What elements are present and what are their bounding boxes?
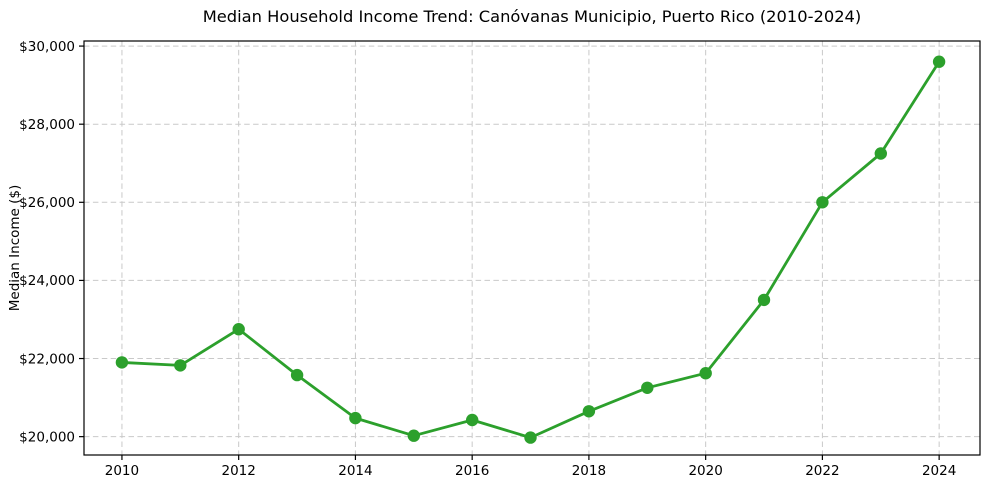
x-tick-label: 2016 <box>455 463 489 479</box>
y-tick-label: $22,000 <box>19 351 75 367</box>
data-point-2010 <box>115 356 129 369</box>
gridlines <box>84 41 980 455</box>
data-point-2020 <box>699 367 712 380</box>
y-tick-label: $28,000 <box>19 117 75 133</box>
data-point-2012 <box>232 323 245 336</box>
data-point-2013 <box>290 368 304 382</box>
y-tick-label: $26,000 <box>19 195 75 211</box>
x-tick-label: 2022 <box>805 463 839 479</box>
data-point-2016 <box>466 413 479 427</box>
data-point-2021 <box>757 293 771 307</box>
x-tick-label: 2018 <box>572 463 606 479</box>
axis-ticks <box>79 45 940 460</box>
x-tick-label: 2012 <box>222 463 256 479</box>
x-tick-label: 2010 <box>105 463 139 479</box>
x-tick-label: 2014 <box>338 463 372 479</box>
y-tick-label: $30,000 <box>19 39 75 55</box>
data-point-2015 <box>407 429 420 442</box>
trend-line <box>120 60 941 440</box>
chart-title: Median Household Income Trend: Canóvanas… <box>202 7 862 26</box>
y-tick-label: $20,000 <box>19 429 75 445</box>
plot-border <box>83 40 981 456</box>
data-point-2014 <box>349 411 362 425</box>
y-tick-label: $24,000 <box>19 273 75 289</box>
data-point-2017 <box>524 431 537 444</box>
data-point-2022 <box>816 196 829 209</box>
x-tick-label: 2020 <box>688 463 722 479</box>
data-point-2023 <box>874 147 887 160</box>
data-point-2018 <box>582 405 596 418</box>
x-tick-label: 2024 <box>922 463 956 479</box>
data-point-2024 <box>932 55 946 68</box>
tick-labels: $20,000 $22,000 $24,000 $26,000 $28,000 $30,0… <box>19 39 956 479</box>
data-point-2019 <box>641 381 654 394</box>
data-point-2011 <box>174 359 187 372</box>
